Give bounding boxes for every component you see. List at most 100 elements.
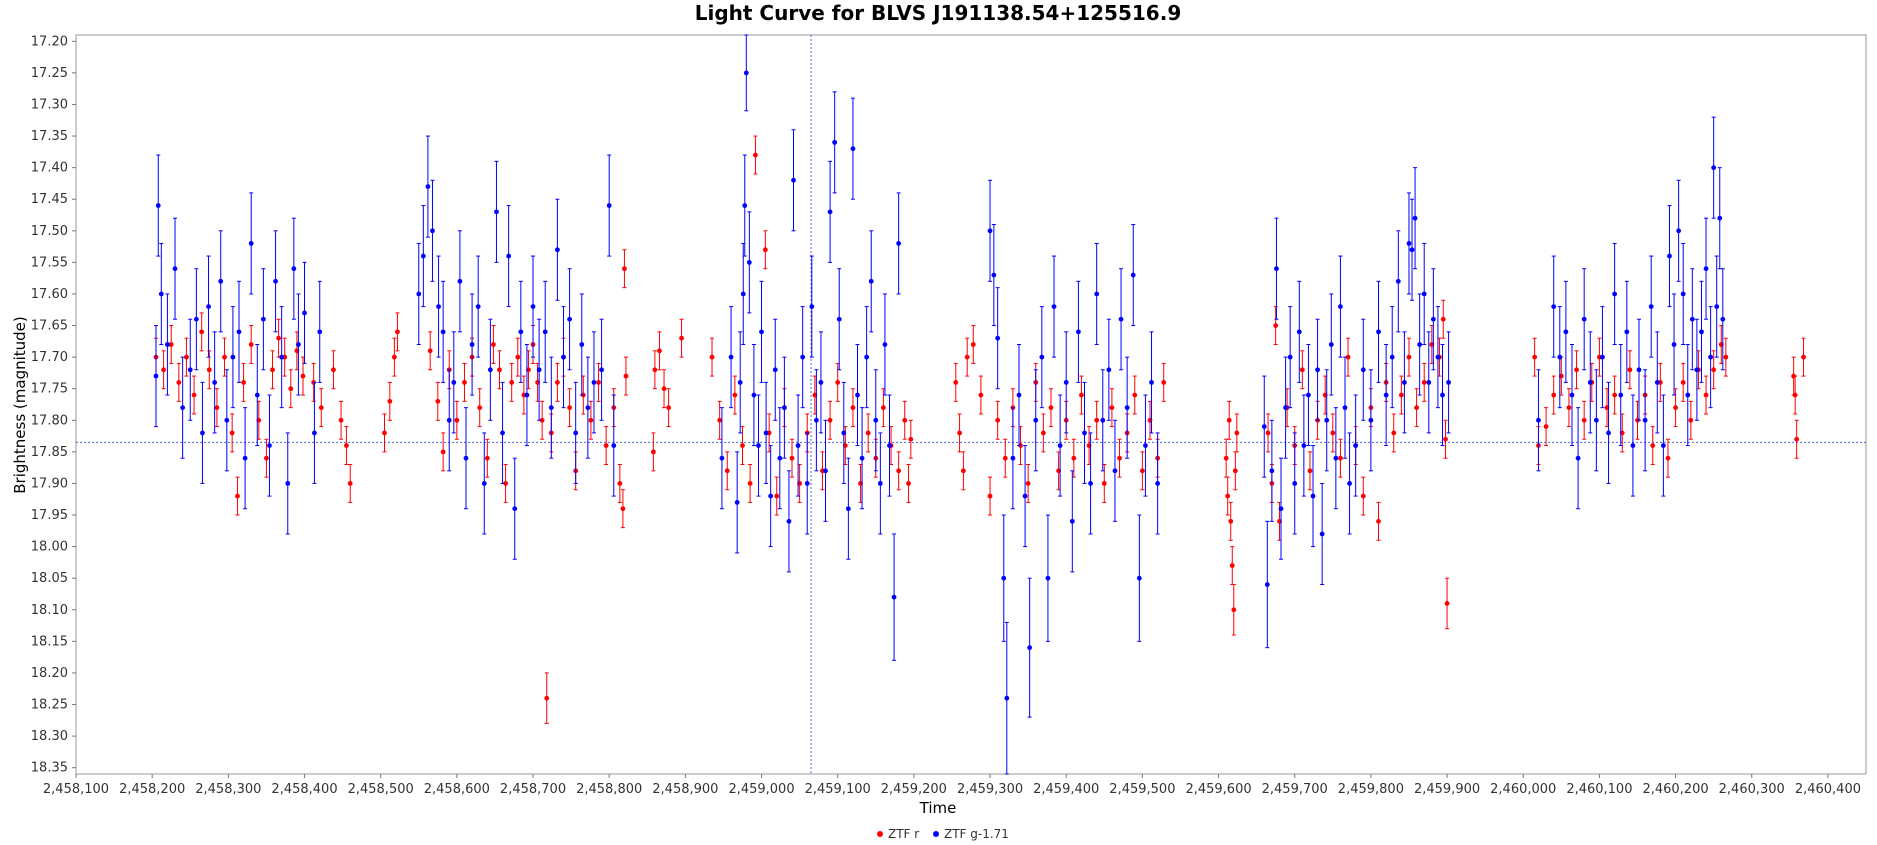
data-point (1406, 192, 1412, 295)
data-point (746, 211, 752, 314)
point-marker (1680, 379, 1686, 385)
point-marker (1446, 379, 1451, 385)
point-marker (477, 405, 483, 411)
point-marker (536, 367, 542, 373)
data-point (617, 464, 623, 503)
data-point (786, 470, 792, 573)
point-marker (463, 455, 469, 461)
data-point (995, 400, 1001, 440)
data-point (475, 255, 481, 358)
point-marker (1112, 468, 1118, 474)
data-point (454, 400, 460, 440)
data-point (1124, 356, 1130, 459)
data-point (855, 343, 860, 447)
data-point (606, 154, 612, 257)
point-marker (1001, 575, 1007, 581)
point-marker (542, 329, 548, 335)
point-marker (573, 430, 579, 436)
point-marker (1714, 304, 1720, 309)
point-marker (1278, 506, 1284, 512)
point-marker (518, 329, 524, 335)
point-marker (248, 241, 254, 246)
data-point (800, 306, 806, 409)
y-tick-label: 17.85 (31, 445, 68, 460)
point-marker (288, 386, 294, 392)
data-point (254, 343, 260, 447)
data-point (1225, 476, 1231, 516)
point-marker (603, 443, 609, 448)
point-marker (902, 417, 908, 423)
point-marker (285, 481, 291, 486)
point-marker (206, 367, 212, 373)
data-point (987, 179, 993, 282)
point-marker (896, 241, 902, 246)
data-point (1269, 419, 1275, 522)
point-marker (772, 367, 778, 373)
data-point (991, 223, 997, 327)
x-tick-label: 2,459,200 (881, 782, 947, 797)
point-marker (743, 70, 749, 76)
data-point (1136, 514, 1142, 642)
data-point (554, 198, 560, 301)
data-point (1409, 198, 1415, 301)
data-point (1088, 432, 1093, 535)
point-marker (1376, 329, 1381, 335)
point-marker (1118, 316, 1124, 322)
point-marker (623, 373, 629, 379)
data-point (719, 407, 725, 510)
point-marker (753, 152, 758, 158)
data-point (1398, 375, 1404, 415)
data-point (995, 287, 1001, 390)
data-point (1587, 331, 1593, 434)
data-point (193, 268, 199, 371)
point-marker (497, 367, 502, 373)
point-marker (1132, 392, 1138, 398)
point-marker (661, 386, 667, 392)
data-point (530, 255, 536, 358)
point-marker (1027, 645, 1033, 651)
data-point (1703, 375, 1709, 415)
x-tick-label: 2,458,800 (576, 782, 642, 797)
point-marker (957, 430, 962, 436)
data-point (1391, 413, 1397, 453)
data-point (1650, 426, 1656, 466)
data-point (1723, 337, 1729, 377)
data-point (1292, 432, 1298, 535)
data-point (756, 394, 761, 497)
point-marker (585, 405, 591, 411)
point-marker (1792, 392, 1798, 398)
y-tick-label: 17.70 (31, 350, 68, 365)
point-marker (588, 417, 594, 423)
point-marker (823, 468, 828, 474)
y-tick-label: 17.20 (31, 34, 68, 49)
point-marker (317, 329, 323, 335)
point-marker (841, 430, 847, 436)
point-marker (579, 342, 585, 347)
data-point (1792, 375, 1798, 415)
data-point (1283, 356, 1288, 459)
data-point (1376, 501, 1381, 541)
point-marker (1048, 405, 1054, 411)
point-marker (850, 146, 856, 152)
x-tick-label: 2,460,300 (1719, 782, 1785, 797)
point-marker (1642, 417, 1648, 423)
point-marker (611, 443, 617, 448)
point-marker (1088, 481, 1093, 486)
data-point (818, 331, 824, 434)
data-point (291, 217, 297, 320)
point-marker (427, 348, 433, 354)
y-tick-label: 17.65 (31, 319, 68, 334)
point-marker (1004, 695, 1010, 701)
data-point (1575, 407, 1581, 510)
point-marker (1161, 379, 1167, 385)
data-point (611, 394, 617, 497)
point-marker (451, 379, 457, 385)
y-tick-label: 18.00 (31, 540, 68, 555)
data-point (832, 91, 838, 194)
y-tick-label: 18.35 (31, 761, 68, 776)
point-marker (906, 481, 911, 486)
data-point (161, 350, 166, 390)
data-point (1551, 375, 1557, 415)
data-marks (153, 34, 1806, 775)
point-marker (1039, 354, 1045, 360)
